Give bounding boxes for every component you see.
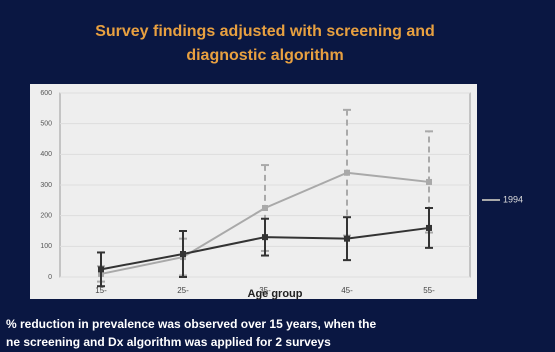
footnote-line: % reduction in prevalence was observed o… xyxy=(6,317,376,331)
x-tick-label: 15- xyxy=(95,286,107,295)
point xyxy=(426,179,432,185)
point xyxy=(344,170,350,176)
point xyxy=(180,251,186,257)
point xyxy=(262,205,268,211)
title-line: diagnostic algorithm xyxy=(186,47,343,64)
y-tick-label: 600 xyxy=(40,90,52,97)
y-tick-label: 500 xyxy=(40,121,52,128)
y-tick-label: 0 xyxy=(48,274,52,281)
y-tick-label: 200 xyxy=(40,213,52,220)
point xyxy=(98,266,104,272)
footnote-line: ne screening and Dx algorithm was applie… xyxy=(6,335,331,349)
legend-label: 1994 xyxy=(503,194,523,204)
x-tick-label: 25- xyxy=(177,286,189,295)
point xyxy=(426,225,432,231)
x-tick-label: 35- xyxy=(259,286,271,295)
title-line: Survey findings adjusted with screening … xyxy=(95,23,435,40)
slide: Survey findings adjusted with screening … xyxy=(0,0,555,352)
point xyxy=(262,234,268,240)
y-tick-label: 400 xyxy=(40,151,52,158)
point xyxy=(344,236,350,242)
y-tick-label: 300 xyxy=(40,182,52,189)
x-tick-label: 45- xyxy=(341,286,353,295)
y-tick-label: 100 xyxy=(40,243,52,250)
x-tick-label: 55- xyxy=(423,286,435,295)
x-axis-label: Age group xyxy=(248,288,303,300)
